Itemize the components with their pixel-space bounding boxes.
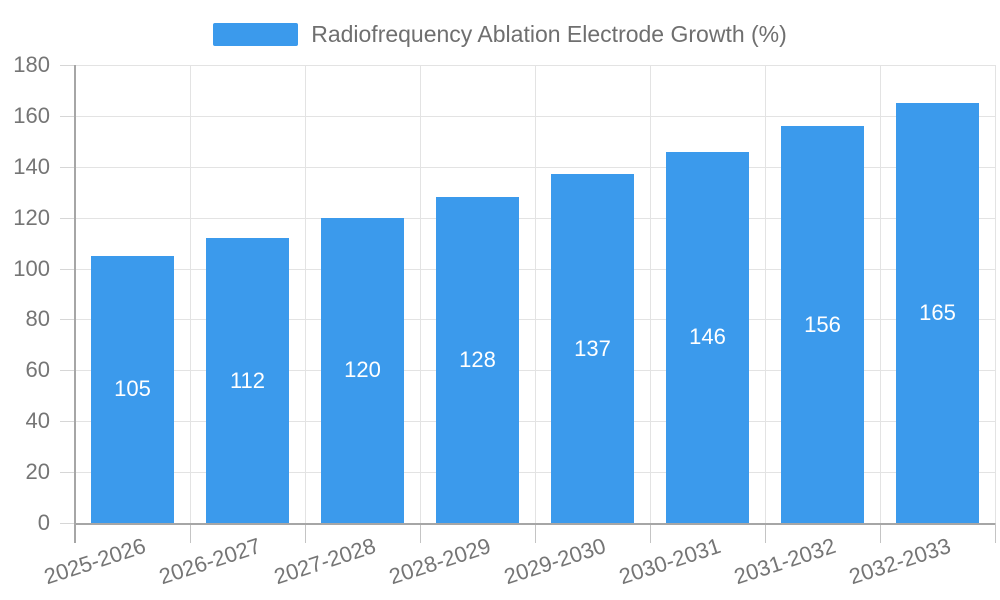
bar-value-label: 165 xyxy=(919,300,956,326)
bar[interactable] xyxy=(666,151,749,523)
v-gridline xyxy=(880,65,881,523)
bar[interactable] xyxy=(436,197,519,523)
bar-value-label: 112 xyxy=(229,367,266,393)
y-axis-label: 60 xyxy=(25,357,50,383)
y-tick xyxy=(60,523,75,524)
y-axis-label: 0 xyxy=(37,510,50,535)
legend-label: Radiofrequency Ablation Electrode Growth… xyxy=(311,21,787,47)
legend: Radiofrequency Ablation Electrode Growth… xyxy=(0,21,1000,48)
x-tick xyxy=(995,523,996,543)
v-gridline xyxy=(535,65,536,523)
v-gridline xyxy=(650,65,651,523)
y-tick xyxy=(60,421,75,423)
v-gridline xyxy=(190,65,191,523)
bar[interactable] xyxy=(781,126,864,523)
bar-value-label: 120 xyxy=(344,357,381,383)
x-tick xyxy=(535,523,536,543)
y-tick xyxy=(60,319,75,321)
x-axis-label: 2027-2028 xyxy=(270,533,379,590)
y-axis-label: 180 xyxy=(13,52,50,77)
y-tick xyxy=(60,166,75,168)
bar-value-label: 137 xyxy=(574,335,611,361)
y-axis-label: 40 xyxy=(25,408,50,434)
v-gridline xyxy=(305,65,306,523)
y-tick xyxy=(60,370,75,372)
y-axis-label: 120 xyxy=(13,204,50,230)
y-tick xyxy=(60,268,75,270)
bar[interactable] xyxy=(206,238,289,523)
v-gridline xyxy=(765,65,766,523)
legend-swatch xyxy=(213,23,299,46)
y-axis-label: 100 xyxy=(13,255,50,281)
y-tick xyxy=(60,115,75,117)
bar[interactable] xyxy=(91,255,174,523)
x-axis-label: 2028-2029 xyxy=(385,533,494,590)
y-axis-label: 140 xyxy=(13,153,50,179)
x-axis-line xyxy=(74,523,995,525)
bar-value-label: 156 xyxy=(804,311,841,337)
x-axis-label: 2032-2033 xyxy=(845,533,954,590)
bar-value-label: 105 xyxy=(114,376,151,402)
x-tick xyxy=(420,523,421,543)
bar-value-label: 128 xyxy=(459,347,496,373)
y-axis-line xyxy=(74,65,76,543)
bar-value-label: 146 xyxy=(689,324,726,350)
y-axis-label: 20 xyxy=(25,459,50,485)
v-gridline xyxy=(995,65,996,523)
bar[interactable] xyxy=(551,174,634,523)
y-axis-label: 160 xyxy=(13,102,50,128)
bar[interactable] xyxy=(321,217,404,523)
x-tick xyxy=(765,523,766,543)
x-tick xyxy=(880,523,881,543)
x-axis-label: 2029-2030 xyxy=(500,533,609,590)
y-axis-label: 80 xyxy=(25,306,50,332)
x-axis-label: 2026-2027 xyxy=(155,533,264,590)
x-axis-label: 2031-2032 xyxy=(730,533,839,590)
x-tick xyxy=(190,523,191,543)
y-tick xyxy=(60,217,75,219)
x-tick xyxy=(650,523,651,543)
x-axis-label: 2030-2031 xyxy=(615,533,724,590)
x-axis-label: 2025-2026 xyxy=(40,533,149,590)
v-gridline xyxy=(420,65,421,523)
x-tick xyxy=(305,523,306,543)
legend-item[interactable]: Radiofrequency Ablation Electrode Growth… xyxy=(213,21,787,48)
y-tick xyxy=(60,472,75,474)
y-tick xyxy=(60,65,75,66)
bar[interactable] xyxy=(896,103,979,523)
